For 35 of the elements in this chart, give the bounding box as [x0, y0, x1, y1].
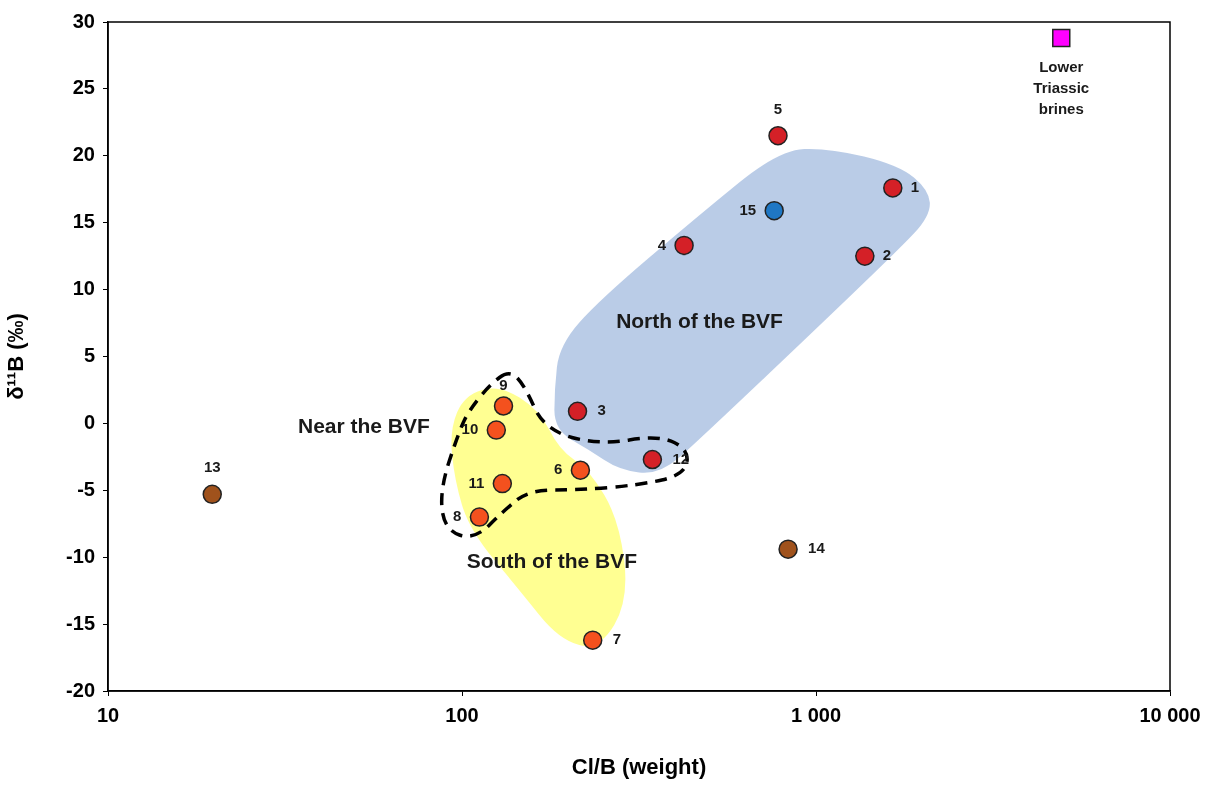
y-tick-label: 10	[72, 277, 95, 300]
annotation: 7	[612, 630, 622, 648]
x-tick-label: 10 000	[1139, 703, 1201, 726]
annotation: 2	[882, 246, 892, 264]
annotation: 10	[461, 420, 479, 438]
annotation: 3	[597, 401, 606, 419]
annotation: 6	[554, 460, 563, 478]
x-tick-label: 1 000	[790, 703, 842, 726]
annotation: 14	[808, 539, 826, 557]
y-tick-label: 0	[83, 410, 95, 433]
y-tick-label: -20	[66, 678, 95, 701]
annotation: 11	[468, 473, 485, 491]
annotation: 1	[910, 178, 920, 196]
y-tick-label: -10	[66, 544, 95, 567]
annotation: 8	[453, 507, 462, 525]
series-label: Lower Triassic brines	[1033, 57, 1090, 117]
y-tick-label: 30	[72, 9, 95, 32]
y-tick-label: 5	[83, 344, 95, 367]
y-axis-title: δ¹¹B (‰)	[3, 313, 29, 400]
annotation: 12	[672, 449, 690, 467]
y-tick-label: 20	[72, 143, 95, 166]
annotation: North of the BVF	[616, 308, 784, 332]
annotation: Near the BVF	[298, 414, 431, 438]
x-tick-label: 100	[445, 703, 479, 726]
annotation: 4	[657, 235, 667, 253]
annotation: 15	[739, 200, 757, 218]
y-tick-label: 25	[72, 76, 95, 99]
y-tick-label: -15	[66, 611, 95, 634]
annotation: 9	[499, 376, 508, 394]
y-tick-label: -5	[77, 477, 95, 500]
y-tick-label: 15	[72, 210, 95, 233]
x-axis-title: Cl/B (weight)	[571, 753, 707, 779]
annotation: 13	[203, 458, 221, 476]
annotation: 5	[773, 99, 783, 117]
annotation: South of the BVF	[466, 548, 638, 572]
